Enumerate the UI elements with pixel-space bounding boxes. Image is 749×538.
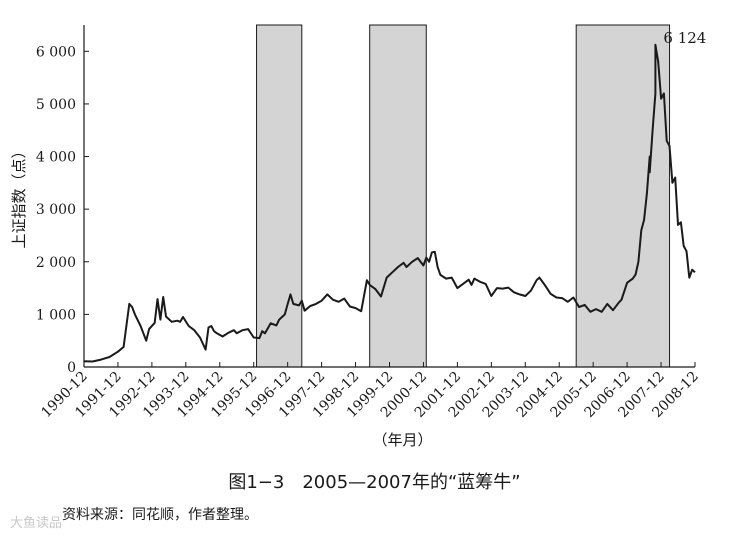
watermark: 大鱼读品: [10, 516, 63, 531]
y-tick-label: 2 000: [36, 255, 76, 271]
x-axis-label: （年月）: [372, 431, 432, 449]
index-series-line: [83, 43, 696, 363]
shaded-period: [575, 24, 671, 368]
y-tick-label: 0: [67, 360, 76, 376]
figure-caption: 图1−3 2005—2007年的“蓝筹牛”: [228, 472, 521, 493]
peak-annotation: 6 124: [663, 29, 706, 47]
y-tick-label: 4 000: [36, 150, 76, 166]
source-note: 资料来源：同花顺，作者整理。: [62, 507, 258, 523]
y-axis-label: 上证指数（点）: [10, 143, 28, 248]
y-tick-label: 1 000: [36, 307, 76, 323]
y-tick-label: 6 000: [36, 44, 76, 60]
shaded-period: [369, 24, 427, 368]
shaded-period: [256, 24, 303, 368]
y-tick-label: 5 000: [36, 97, 76, 113]
y-tick-label: 3 000: [36, 202, 76, 218]
